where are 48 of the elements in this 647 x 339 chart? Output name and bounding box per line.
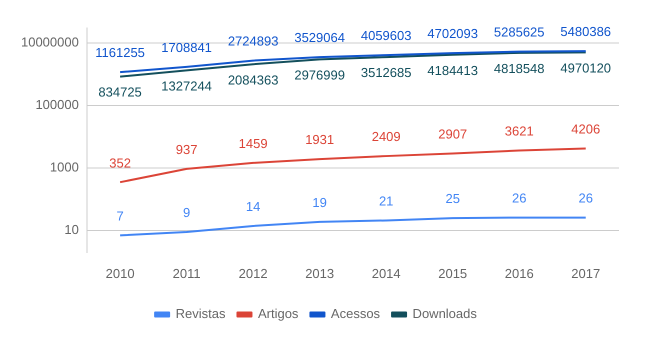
data-label: 834725 — [98, 84, 142, 100]
x-tick-label: 2012 — [238, 266, 268, 281]
data-label: 3512685 — [360, 65, 412, 80]
x-tick-label: 2011 — [172, 266, 201, 281]
data-label: 3529064 — [294, 30, 345, 46]
data-label: 1459 — [238, 136, 268, 151]
data-label: 4184413 — [427, 62, 478, 78]
data-label: 4702093 — [427, 26, 478, 42]
x-tick-label: 2017 — [571, 266, 600, 281]
data-label: 5285625 — [494, 24, 545, 40]
data-label: 19 — [312, 194, 327, 210]
legend-label: Acessos — [330, 306, 381, 322]
data-label: 4970120 — [560, 60, 612, 76]
data-label: 2724893 — [228, 34, 278, 49]
legend-label: Artigos — [258, 306, 299, 322]
data-label: 1161255 — [95, 45, 145, 60]
data-label: 1327244 — [161, 78, 212, 94]
x-tick-label: 2014 — [372, 266, 401, 281]
legend-label: Downloads — [412, 306, 478, 322]
y-tick-label: 10000000 — [20, 34, 79, 50]
data-label: 352 — [109, 155, 131, 170]
data-label: 5480386 — [560, 24, 612, 40]
y-tick-label: 100000 — [35, 97, 79, 112]
x-tick-label: 2015 — [438, 266, 468, 281]
data-label: 7 — [116, 208, 124, 224]
data-label: 4206 — [571, 122, 600, 137]
data-label: 3621 — [504, 124, 534, 139]
data-label: 14 — [246, 199, 260, 214]
data-label: 2409 — [372, 129, 401, 144]
data-label: 937 — [176, 142, 198, 157]
data-label: 26 — [512, 190, 526, 206]
data-label: 9 — [183, 205, 190, 220]
data-label: 25 — [445, 191, 460, 206]
data-label: 1708841 — [161, 40, 212, 55]
x-tick-label: 2013 — [305, 266, 334, 281]
data-label: 21 — [378, 194, 394, 209]
y-tick-label: 10 — [64, 222, 79, 238]
x-tick-label: 2010 — [106, 266, 135, 281]
y-tick-label: 1000 — [50, 160, 79, 175]
data-label: 2976999 — [294, 67, 345, 82]
data-label: 2907 — [438, 126, 468, 142]
data-label: 2084363 — [228, 72, 278, 88]
data-label: 4059603 — [360, 28, 412, 44]
legend-label: Revistas — [176, 306, 226, 322]
data-label: 26 — [578, 190, 593, 206]
data-label: 1931 — [305, 132, 334, 148]
x-tick-label: 2016 — [504, 266, 534, 281]
data-label: 4818548 — [494, 60, 545, 76]
